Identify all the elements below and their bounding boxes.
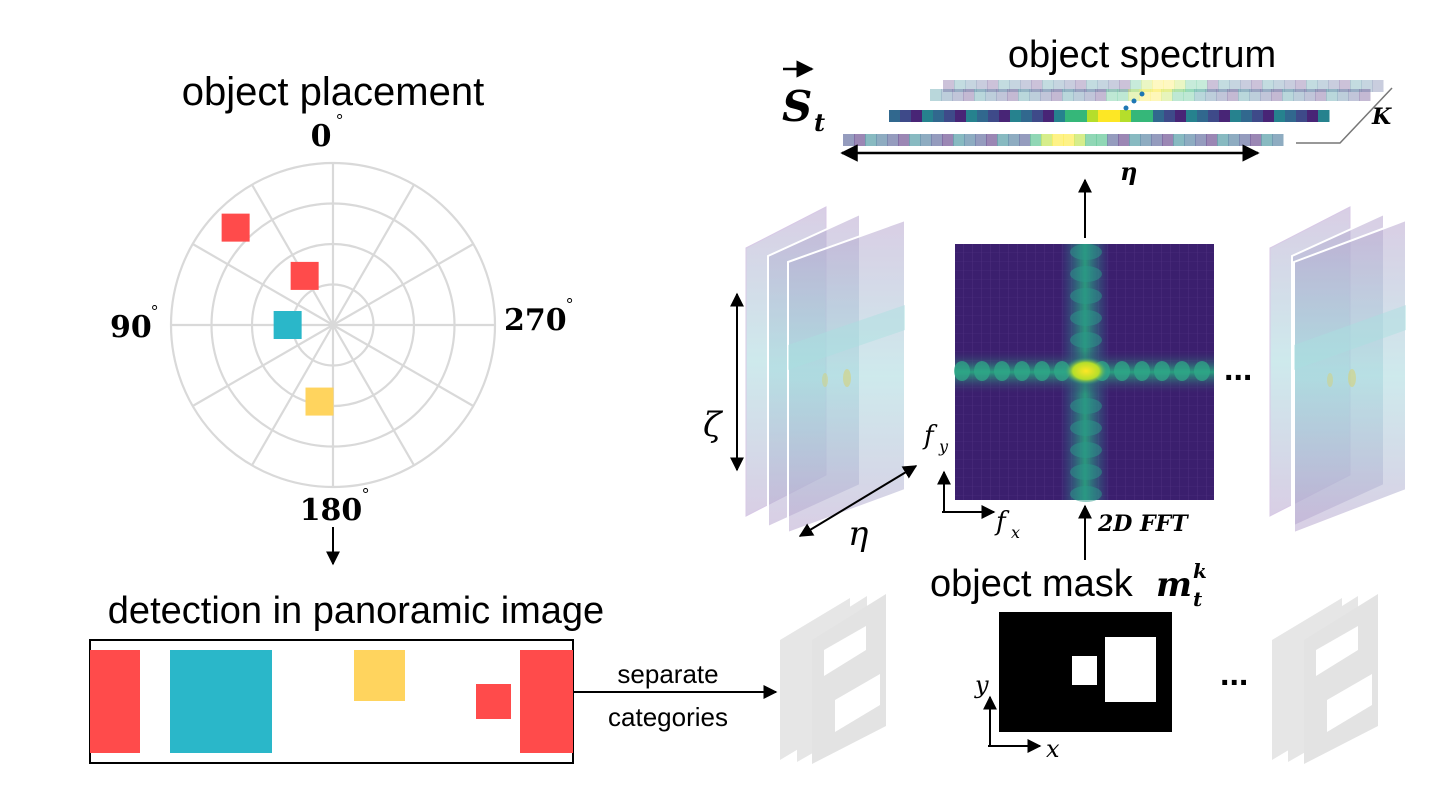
angle-label-bottom: 180: [300, 493, 363, 528]
mask-object-small: [1072, 656, 1097, 685]
polar-object-2: [290, 261, 319, 290]
angle-label-right: 270: [504, 303, 567, 338]
polar-plot: object placement 0 ° 90 ° 270 ° 180 °: [110, 70, 573, 566]
k-bracket: [1296, 87, 1393, 144]
detection-box-cyan: [170, 650, 272, 753]
mask-symbol: m: [1156, 565, 1192, 605]
arrow-label-line2: categories: [608, 702, 728, 732]
degree-left: °: [151, 302, 158, 322]
fx-sub: x: [1011, 523, 1020, 542]
arrow-label-line1: separate: [617, 659, 718, 689]
polar-object-3: [273, 311, 302, 339]
ellipsis-right: ...: [1224, 350, 1252, 388]
detection-panel: detection in panoramic image: [89, 590, 604, 764]
mask-subscript: t: [1193, 587, 1203, 611]
object-spectrum: object spectrum S t K η: [782, 34, 1393, 186]
separate-categories-arrow: separate categories: [574, 659, 778, 732]
object-mask: object mask m t k y x: [930, 559, 1207, 763]
angle-label-left: 90: [110, 310, 152, 345]
detection-box-red-small: [476, 684, 511, 719]
ellipsis-bottom: ...: [1220, 655, 1248, 693]
degree-right: °: [566, 295, 573, 315]
polar-object-4: [305, 387, 334, 416]
spectrum-eta-label: η: [1120, 157, 1137, 186]
fx-label: f: [994, 507, 1010, 537]
polar-title: object placement: [182, 70, 484, 114]
ghost-mask-stack-right: [1272, 594, 1378, 764]
fy-label: f: [922, 421, 938, 451]
dot-1: [1123, 105, 1129, 111]
detection-box-yellow: [354, 650, 405, 701]
mask-label: object mask: [930, 563, 1134, 605]
mask-object-large: [1105, 637, 1156, 702]
mask-x-label: x: [1046, 735, 1060, 763]
spectrum-subscript: t: [814, 108, 825, 137]
eta-axis: [798, 465, 918, 537]
mask-y-label: y: [974, 671, 989, 699]
fy-sub: y: [938, 437, 949, 456]
zeta-eta-axes: ζ η: [703, 292, 918, 554]
eta-label-stack: η: [848, 514, 869, 554]
degree-bottom: °: [362, 485, 369, 505]
polar-objects: [221, 213, 334, 416]
ghost-mask-stack-left: [780, 594, 886, 764]
spectrum-title: object spectrum: [1008, 34, 1276, 76]
angle-label-top: 0: [311, 119, 332, 154]
fft-label: 2D FFT: [1097, 511, 1189, 537]
spectrum-rows: [843, 80, 1384, 146]
dot-2: [1131, 98, 1137, 104]
spectrum-stack-right: [1269, 206, 1407, 535]
spectrum-symbol: S: [782, 82, 812, 131]
degree-top: °: [336, 111, 343, 131]
detection-box-red-right: [520, 650, 573, 753]
zeta-label: ζ: [703, 405, 724, 445]
fft-spectrum-image: [954, 244, 1214, 502]
dot-3: [1139, 91, 1145, 97]
spectrum-stack-left: [745, 206, 906, 535]
polar-object-1: [221, 213, 250, 242]
detection-title: detection in panoramic image: [108, 590, 604, 632]
mask-superscript: k: [1193, 559, 1207, 583]
k-label: K: [1371, 104, 1392, 130]
fft-arrow: 2D FFT: [1078, 504, 1189, 560]
polar-grid: [169, 161, 497, 489]
detection-box-red-left: [90, 650, 140, 753]
